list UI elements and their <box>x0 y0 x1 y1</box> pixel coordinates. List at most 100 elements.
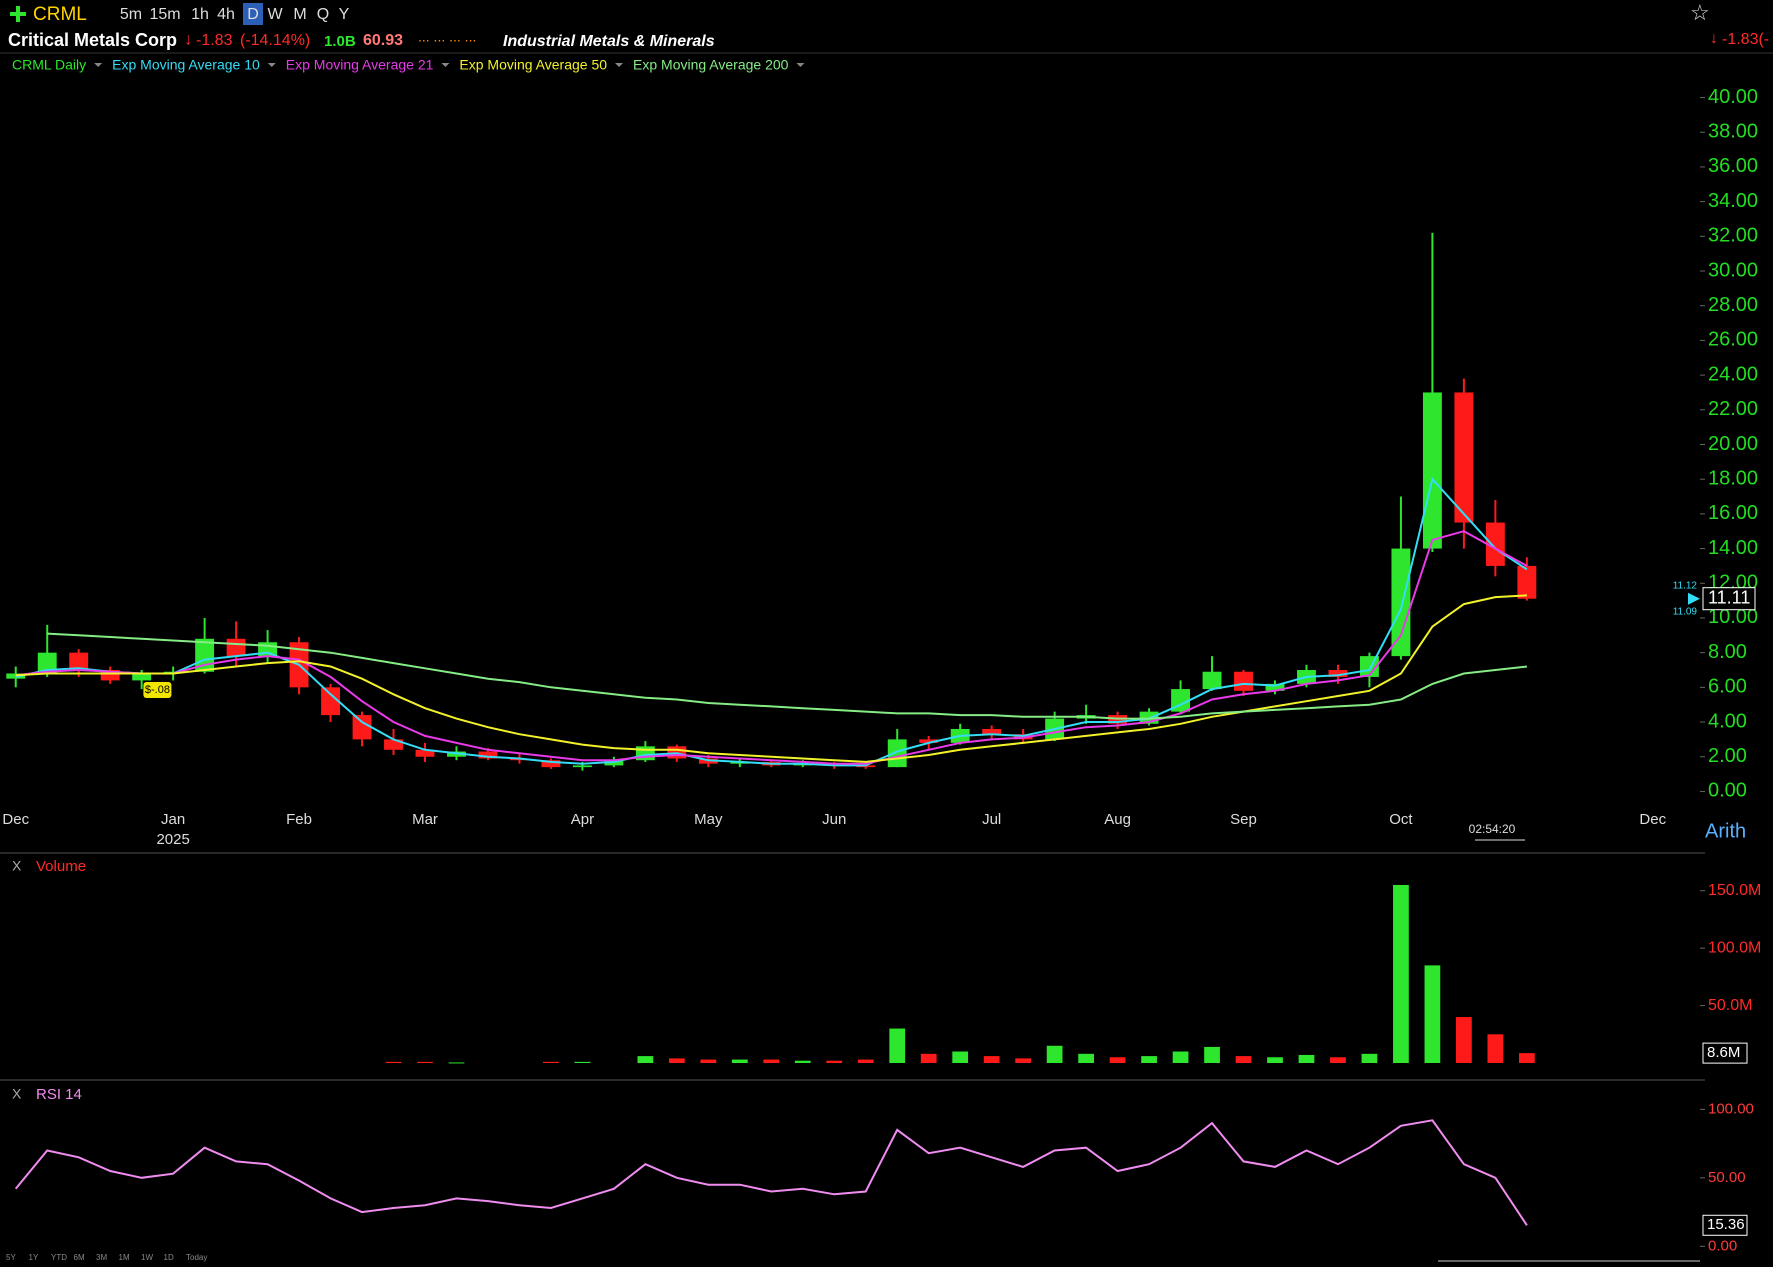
x-tick-label: Dec <box>2 811 29 828</box>
legend-entry[interactable]: Exp Moving Average 50 <box>459 57 607 73</box>
y-tick-label: 150.0M <box>1708 882 1761 899</box>
pane-title[interactable]: RSI 14 <box>36 1086 82 1103</box>
y-tick-label: 36.00 <box>1708 155 1758 177</box>
range-button[interactable]: 1D <box>164 1253 174 1262</box>
y-tick-label: 2.00 <box>1708 745 1747 767</box>
add-icon[interactable] <box>10 6 26 22</box>
volume-bar <box>1456 1017 1472 1063</box>
range-button[interactable]: Today <box>186 1253 207 1262</box>
candle-body <box>982 728 1002 735</box>
volume-bar <box>1298 1054 1315 1063</box>
ema-line <box>15 530 1528 765</box>
industry: Industrial Metals & Minerals <box>503 33 715 50</box>
symbol[interactable]: CRML <box>33 4 87 25</box>
range-button[interactable]: 1W <box>141 1253 153 1262</box>
arrow: ↓ <box>184 29 193 48</box>
legend-dropdown[interactable] <box>94 63 103 67</box>
volume-bar <box>1487 1034 1504 1063</box>
y-tick-label: 6.00 <box>1708 676 1747 698</box>
candle-body <box>1517 565 1537 599</box>
candle-body <box>100 670 120 681</box>
x-tick-label: Apr <box>571 811 594 828</box>
x-tick-label: May <box>694 811 723 828</box>
interval-button[interactable]: 4h <box>217 6 235 23</box>
volume-box <box>1702 1042 1748 1064</box>
y-tick-label: 26.00 <box>1708 329 1758 351</box>
year-label: 2025 <box>156 831 189 848</box>
close-pane[interactable]: X <box>12 1086 22 1102</box>
candle-body <box>572 765 592 768</box>
interval-button[interactable]: Q <box>317 6 329 23</box>
interval-button[interactable]: 1h <box>191 6 209 23</box>
change: -1.83 <box>196 32 233 49</box>
volume-bar <box>448 1062 465 1064</box>
volume-bar <box>857 1059 874 1063</box>
legend-dropdown[interactable] <box>615 63 624 67</box>
range-button[interactable]: 1M <box>119 1253 130 1262</box>
active-interval-bg <box>243 3 263 25</box>
change-pct: (-14.14%) <box>240 32 310 49</box>
volume-bar <box>826 1060 843 1063</box>
interval-button[interactable]: 15m <box>149 6 180 23</box>
candle-body <box>132 673 152 681</box>
y-tick-label: 8.00 <box>1708 641 1747 663</box>
range-button[interactable]: YTD <box>51 1253 67 1262</box>
interval-button[interactable]: D <box>247 6 259 23</box>
legend-dropdown[interactable] <box>441 63 450 67</box>
volume-bar <box>1109 1057 1126 1063</box>
volume-bar <box>668 1058 685 1063</box>
scale-label[interactable]: Arith <box>1705 820 1746 842</box>
range-button[interactable]: 3M <box>96 1253 107 1262</box>
interval-button[interactable]: Y <box>339 6 350 23</box>
x-tick-label: Mar <box>412 811 438 828</box>
volume-bar <box>731 1059 748 1063</box>
legend-entry[interactable]: Exp Moving Average 21 <box>286 57 434 73</box>
volume-bar <box>1078 1053 1094 1063</box>
interval-button[interactable]: 5m <box>120 6 142 23</box>
candle-body <box>352 715 372 740</box>
legend-dropdown[interactable] <box>796 63 805 67</box>
volume-bar <box>385 1061 402 1063</box>
dots: ... ... ... ... <box>418 29 476 45</box>
interval-button[interactable]: W <box>267 6 283 23</box>
star-icon[interactable]: ☆ <box>1690 0 1710 25</box>
x-tick-label: Sep <box>1230 811 1257 828</box>
range-button[interactable]: 1Y <box>29 1253 39 1262</box>
company-name: Critical Metals Corp <box>8 30 177 50</box>
legend-entry[interactable]: Exp Moving Average 10 <box>112 57 260 73</box>
y-tick-label: 20.00 <box>1708 433 1758 455</box>
y-tick-label: 100.00 <box>1708 1100 1754 1117</box>
y-tick-label: 32.00 <box>1708 225 1758 247</box>
range-button[interactable]: 5Y <box>6 1253 16 1262</box>
interval-button[interactable]: M <box>293 6 306 23</box>
volume-bar <box>794 1060 811 1063</box>
y-tick-label: 10.00 <box>1708 606 1758 628</box>
volume-bar <box>1172 1051 1189 1063</box>
range-button[interactable]: 6M <box>74 1253 85 1262</box>
volume-bar <box>1361 1053 1378 1063</box>
y-tick-label: 0.00 <box>1708 1237 1737 1254</box>
price-box <box>1702 587 1756 611</box>
volume-bar <box>1235 1056 1252 1063</box>
stat: 60.93 <box>363 32 403 49</box>
y-tick-label: 100.0M <box>1708 939 1761 956</box>
close-pane[interactable]: X <box>12 858 22 874</box>
y-tick-label: 30.00 <box>1708 259 1758 281</box>
legend-entry[interactable]: Exp Moving Average 200 <box>633 57 789 73</box>
x-tick-label: Jun <box>822 811 846 828</box>
candle-body <box>384 739 403 750</box>
right-change: -1.83(- <box>1722 31 1769 48</box>
volume-bar <box>637 1056 654 1063</box>
x-tick-label: Dec <box>1639 811 1666 828</box>
pane-title[interactable]: Volume <box>36 858 86 875</box>
candle-body <box>1234 671 1253 691</box>
y-tick-label: 14.00 <box>1708 537 1758 559</box>
candle-body <box>321 687 340 716</box>
legend-dropdown[interactable] <box>267 63 276 67</box>
candle-body <box>1485 522 1505 566</box>
legend-entry[interactable]: CRML Daily <box>12 57 86 73</box>
ask: 11.09 <box>1673 606 1698 617</box>
volume-bar <box>952 1051 969 1063</box>
